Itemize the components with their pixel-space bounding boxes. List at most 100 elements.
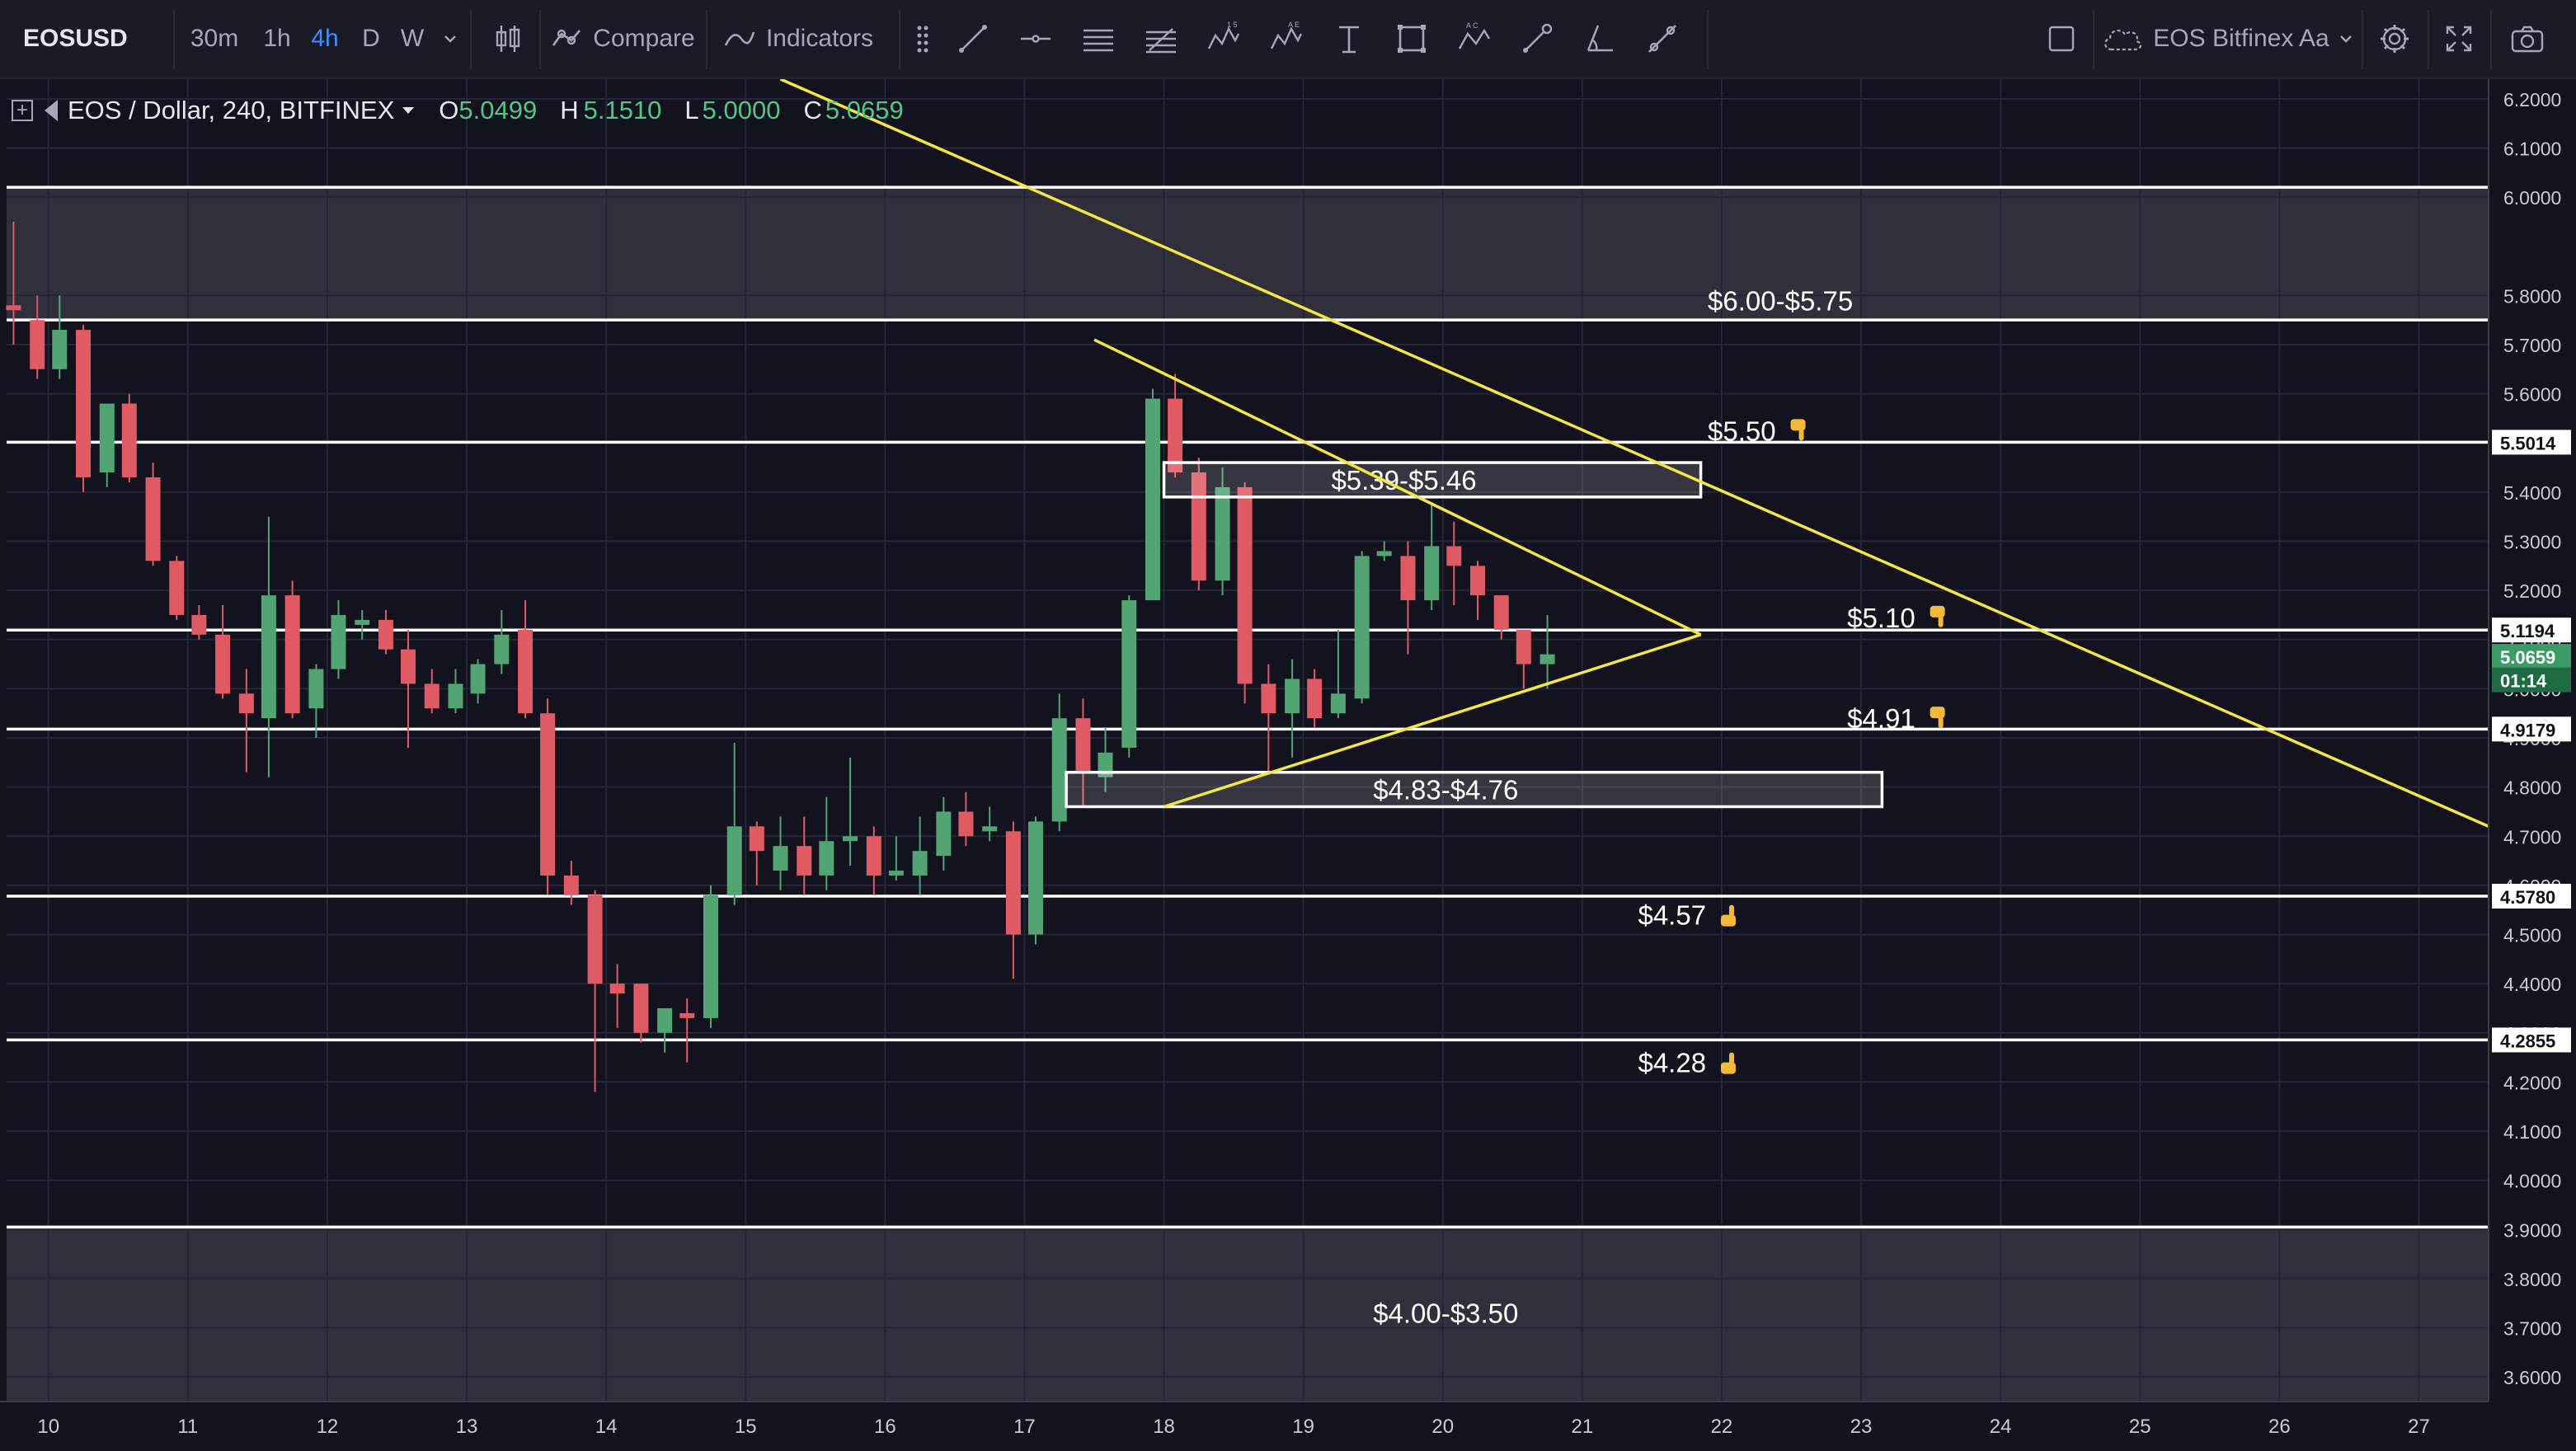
price-tick-label: 6.2000 (2503, 89, 2561, 110)
elliott-wave-tool-icon[interactable]: 1 5 (1192, 0, 1255, 77)
candle-type-icon[interactable] (478, 0, 538, 77)
level-label: $4.91 (1847, 703, 1916, 734)
candle-down (6, 221, 21, 345)
compare-button[interactable]: Compare (544, 0, 701, 77)
abc-pattern-tool-icon[interactable]: A C (1443, 0, 1506, 77)
indicators-button[interactable]: Indicators (716, 0, 881, 77)
price-badge (2492, 667, 2571, 693)
level-label: $4.28 (1638, 1048, 1706, 1078)
interval-1h[interactable]: 1h (263, 25, 291, 52)
price-badge (2492, 884, 2571, 909)
candle-body (657, 1007, 673, 1033)
candle-body (703, 895, 718, 1018)
abcde-pattern-tool-icon[interactable]: A E (1255, 0, 1318, 77)
horizontal-line-tool-icon[interactable] (1004, 0, 1067, 77)
candle-body (1237, 486, 1253, 684)
price-tick-label: 3.6000 (2503, 1367, 2561, 1388)
price-chart[interactable]: $5.39-$5.46$4.83-$4.76$6.00-$5.75$4.00-$… (0, 79, 2576, 1451)
fullscreen-expand-icon[interactable] (2434, 0, 2484, 77)
candle-down (1516, 629, 1531, 689)
trendline[interactable] (779, 79, 2489, 828)
candle-body (888, 871, 904, 876)
ruler-tool-icon[interactable] (1631, 0, 1694, 77)
indicators-label: Indicators (765, 25, 874, 52)
interval-w[interactable]: W (400, 25, 425, 52)
interval-30m[interactable]: 30m (190, 25, 239, 52)
hand-palm (1720, 914, 1736, 927)
trendline[interactable] (1163, 633, 1702, 809)
candle-body (540, 713, 556, 876)
candle-up (773, 816, 788, 890)
hand-finger (1728, 904, 1734, 917)
candle-body (1261, 683, 1276, 714)
level-label: $5.10 (1847, 603, 1916, 633)
candle-body (587, 895, 603, 984)
price-tick-label: 3.8000 (2503, 1269, 2561, 1290)
price-badge (2492, 1027, 2571, 1053)
symbol-search[interactable]: EOSUSD (23, 25, 128, 52)
fib-retracement-tool-icon[interactable] (1130, 0, 1192, 77)
drag-handle-icon[interactable] (904, 0, 942, 77)
candle-down (378, 609, 393, 655)
toolbar-divider (539, 10, 541, 69)
collapse-legend-icon[interactable] (45, 100, 58, 121)
candle-down (1470, 561, 1486, 620)
price-badge (2492, 716, 2571, 742)
rectangle-tool-icon[interactable] (1380, 0, 1443, 77)
angle-tool-icon[interactable] (1568, 0, 1631, 77)
text-tool-icon[interactable] (1318, 0, 1380, 77)
legend-title[interactable]: EOS / Dollar, 240, BITFINEX (68, 96, 395, 124)
candle-down (563, 861, 579, 905)
interval-d[interactable]: D (362, 25, 380, 52)
zone-box[interactable] (1065, 771, 1884, 809)
brush-tool-icon[interactable] (1506, 0, 1568, 77)
svg-text:1 5: 1 5 (1227, 21, 1238, 29)
candle-body (797, 846, 812, 876)
candle-body (52, 330, 68, 369)
chart-template-dropdown[interactable]: EOS Bitfinex Aa (2099, 0, 2355, 77)
fullscreen-box-icon[interactable] (2038, 0, 2085, 77)
price-tick-label: 4.2000 (2503, 1072, 2561, 1093)
expand-legend-icon[interactable]: + (12, 100, 33, 121)
candle-down (1261, 664, 1276, 772)
candle-down (866, 826, 881, 895)
close-label: C (803, 96, 822, 124)
trend-line-tool-icon[interactable] (942, 0, 1004, 77)
time-tick-label: 18 (1153, 1416, 1175, 1438)
candle-body (401, 649, 416, 684)
time-tick-label: 26 (2268, 1416, 2291, 1438)
settings-gear-icon[interactable] (2370, 0, 2419, 77)
time-tick-label: 16 (874, 1416, 896, 1438)
camera-snapshot-icon[interactable] (2498, 0, 2556, 77)
candle-body (308, 669, 324, 709)
candle-up (448, 669, 463, 714)
candle-body (1330, 693, 1346, 714)
candle-down (609, 964, 625, 1028)
candle-down (749, 821, 764, 885)
open-label: O (439, 96, 459, 124)
candle-up (1051, 693, 1067, 832)
compare-label: Compare (593, 25, 695, 52)
hand-finger (1938, 615, 1944, 627)
legend-dropdown-icon[interactable] (402, 107, 415, 114)
candle-body (982, 826, 998, 832)
trendline[interactable] (1093, 338, 1702, 636)
candle-up (1215, 467, 1230, 596)
zone-box-label: $4.83-$4.76 (1373, 775, 1518, 805)
interval-4h[interactable]: 4h (311, 25, 339, 52)
pitchfork-tool-icon[interactable] (1067, 0, 1130, 77)
candle-up (1376, 541, 1392, 561)
price-tick-label: 5.6000 (2503, 384, 2561, 406)
candle-down (1168, 373, 1183, 477)
zone-label: $6.00-$5.75 (1708, 285, 1853, 316)
zone-box[interactable] (1162, 461, 1703, 499)
pointing-up-hand-icon (1720, 904, 1736, 927)
open-value: 5.0499 (458, 96, 538, 124)
candle-down (633, 984, 649, 1043)
interval-dropdown-chevron-icon[interactable] (434, 0, 467, 77)
candle-up (1424, 501, 1440, 610)
price-badge-label: 4.5780 (2500, 887, 2555, 908)
candle-body (145, 477, 161, 561)
time-tick-label: 10 (37, 1416, 59, 1438)
candle-body (30, 320, 45, 369)
